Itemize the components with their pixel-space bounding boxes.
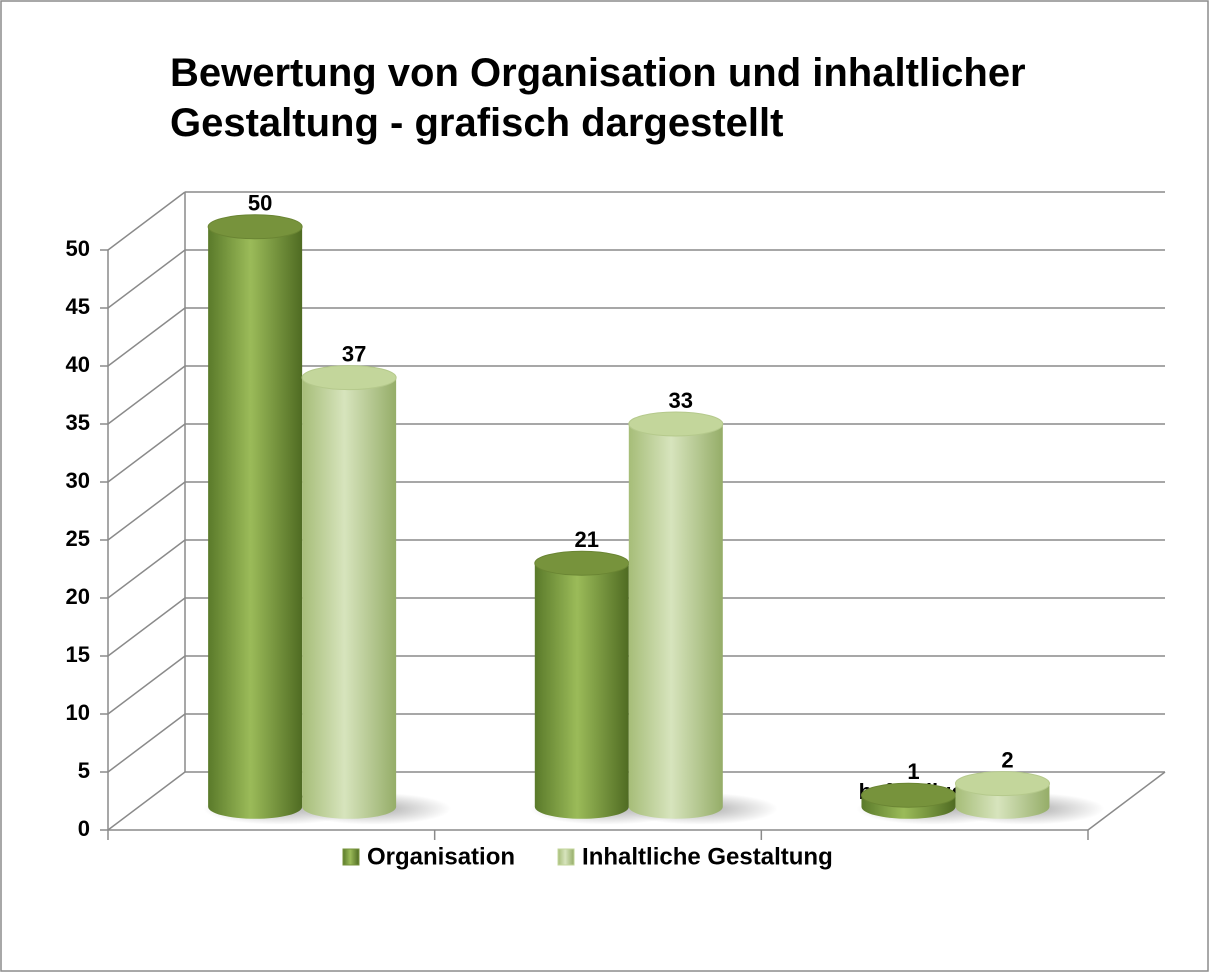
grid-line	[107, 365, 186, 425]
data-label: 1	[907, 759, 919, 784]
y-tick-label: 10	[66, 700, 90, 725]
data-label: 21	[575, 527, 599, 552]
bar-top	[207, 214, 303, 240]
grid-line	[107, 423, 186, 483]
grid-line	[107, 771, 186, 831]
legend-label: Organisation	[367, 843, 515, 870]
bar-top	[954, 771, 1050, 797]
grid-line	[107, 539, 186, 599]
legend-swatch	[342, 848, 360, 866]
grid-line	[107, 713, 186, 773]
y-tick-label: 0	[78, 816, 90, 841]
chart-title: Bewertung von Organisation und inhaltlic…	[170, 51, 1026, 145]
y-tick-label: 30	[66, 468, 90, 493]
y-tick-label: 5	[78, 758, 90, 783]
grid-line	[107, 655, 186, 715]
y-tick-label: 15	[66, 642, 90, 667]
y-tick-label: 45	[66, 294, 90, 319]
grid-line	[107, 481, 186, 541]
y-tick-label: 50	[66, 236, 90, 261]
bar-top	[860, 782, 956, 808]
bar-top	[301, 365, 397, 391]
y-tick-label: 20	[66, 584, 90, 609]
grid-line	[107, 191, 186, 251]
y-tick-label: 40	[66, 352, 90, 377]
legend-label: Inhaltliche Gestaltung	[582, 843, 833, 870]
bar	[534, 563, 629, 819]
data-label: 2	[1001, 747, 1013, 772]
legend-swatch	[557, 848, 575, 866]
data-label: 50	[248, 191, 272, 216]
bar-top	[628, 411, 724, 437]
bar	[302, 377, 397, 819]
grid-line	[107, 249, 186, 309]
grid-line	[107, 597, 186, 657]
bar	[208, 226, 303, 819]
bar	[628, 424, 723, 819]
y-tick-label: 25	[66, 526, 90, 551]
data-label: 37	[342, 341, 366, 366]
axis	[1087, 771, 1166, 831]
bar-top	[534, 550, 630, 576]
data-label: 33	[669, 388, 693, 413]
grid-line	[107, 307, 186, 367]
y-tick-label: 35	[66, 410, 90, 435]
